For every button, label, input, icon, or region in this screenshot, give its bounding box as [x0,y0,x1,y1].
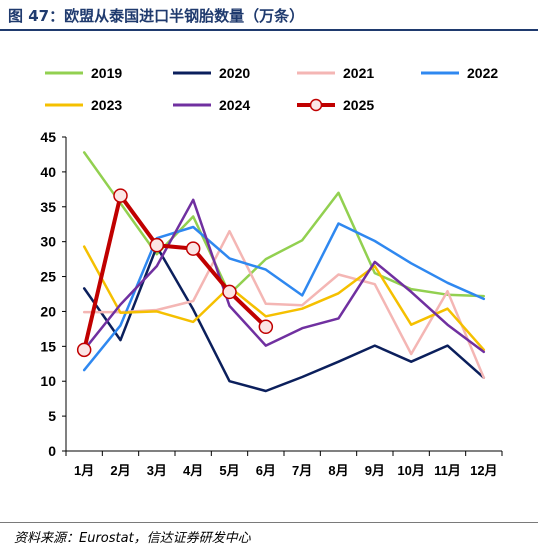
legend-label-2024: 2024 [219,97,250,113]
y-tick-label: 10 [40,373,56,389]
source-note: 资料来源：Eurostat，信达证券研发中心 [14,531,251,546]
data-point-2025 [149,237,165,253]
series-line-2021 [82,229,486,379]
series-line-2025 [82,193,268,352]
x-tick-label: 4月 [183,463,203,478]
footer-divider [0,522,538,523]
x-tick-label: 9月 [365,463,385,478]
series-line-2019 [82,151,486,298]
data-point-2025 [258,319,274,335]
figure-title-bar: 图 47：欧盟从泰国进口半钢胎数量（万条） [0,0,538,31]
y-tick-label: 15 [40,338,56,354]
y-tick-label: 30 [40,234,56,250]
x-tick-label: 5月 [219,463,239,478]
figure-title: 图 47：欧盟从泰国进口半钢胎数量（万条） [8,7,305,25]
x-tick-label: 10月 [397,463,424,478]
x-tick-label: 1月 [74,463,94,478]
legend-label-2025: 2025 [343,97,374,113]
legend-label-2021: 2021 [343,65,374,81]
y-tick-label: 35 [40,199,56,215]
data-point-2025 [113,188,128,203]
x-tick-label: 2月 [110,463,130,478]
series-line-2024 [82,198,486,354]
legend-label-2023: 2023 [91,97,122,113]
series-line-2022 [82,222,486,372]
x-tick-label: 3月 [147,463,167,478]
series-line-2023 [82,245,486,352]
legend-label-2019: 2019 [91,65,122,81]
legend-label-2022: 2022 [467,65,498,81]
legend-marker-2025 [309,98,323,112]
data-point-2025 [76,342,92,358]
data-point-2025 [222,284,237,300]
y-tick-label: 45 [40,129,56,145]
legend-label-2020: 2020 [219,65,250,81]
y-tick-label: 20 [40,303,56,319]
x-tick-label: 8月 [328,463,348,478]
x-tick-label: 11月 [434,463,461,478]
x-tick-label: 12月 [470,463,497,478]
y-tick-label: 25 [40,269,56,285]
y-tick-label: 0 [48,443,56,459]
y-tick-label: 40 [40,164,56,180]
x-tick-label: 6月 [256,463,276,478]
y-tick-label: 5 [48,408,56,424]
title-divider [0,29,538,31]
data-point-2025 [185,241,201,256]
series-line-2020 [82,245,486,393]
x-tick-label: 7月 [292,463,312,478]
